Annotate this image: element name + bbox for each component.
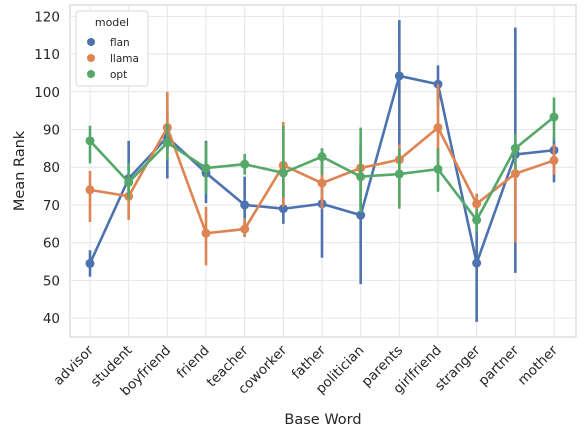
x-tick-label: partner (475, 342, 522, 389)
data-point (278, 168, 288, 178)
y-tick-label: 120 (34, 9, 60, 25)
data-point (394, 71, 404, 81)
data-point (85, 136, 95, 146)
series-opt (85, 97, 559, 232)
data-point (356, 172, 366, 182)
x-axis-title: Base Word (284, 412, 361, 428)
y-tick-labels: 40 50 60 70 80 90 100 110 120 (34, 9, 60, 327)
data-point (356, 210, 366, 220)
data-point (240, 224, 250, 234)
data-point (394, 169, 404, 179)
x-tick-label: mother (515, 342, 561, 388)
data-point (124, 177, 134, 187)
data-point (472, 215, 482, 225)
data-point (549, 155, 559, 165)
legend-title: model (95, 16, 129, 29)
data-point (433, 164, 443, 174)
data-point (433, 123, 443, 133)
data-point (549, 112, 559, 122)
legend-marker (87, 70, 95, 78)
legend-label: llama (110, 53, 139, 65)
data-point (162, 138, 172, 148)
data-point (510, 169, 520, 179)
legend-frame (75, 10, 149, 87)
series-layer (85, 20, 559, 322)
legend-marker (87, 54, 95, 62)
data-point (472, 258, 482, 268)
y-tick-label: 50 (43, 273, 60, 289)
data-point (201, 228, 211, 238)
y-tick-label: 90 (43, 123, 60, 139)
y-tick-label: 40 (43, 311, 60, 327)
data-point (85, 185, 95, 195)
legend: model flan llama opt (75, 10, 149, 87)
data-point (317, 152, 327, 162)
data-point (317, 178, 327, 188)
data-point (240, 159, 250, 169)
data-point (85, 258, 95, 268)
legend-label: flan (110, 37, 130, 49)
data-point (240, 200, 250, 210)
y-tick-label: 100 (34, 85, 60, 101)
y-tick-label: 110 (34, 47, 60, 63)
legend-marker (87, 38, 95, 46)
y-tick-label: 70 (43, 198, 60, 214)
legend-label: opt (110, 69, 127, 81)
data-point (278, 204, 288, 214)
data-point (510, 143, 520, 153)
y-axis-title: Mean Rank (12, 130, 28, 211)
data-point (201, 163, 211, 173)
y-tick-label: 60 (43, 236, 60, 252)
y-tick-label: 80 (43, 160, 60, 176)
data-point (472, 199, 482, 209)
